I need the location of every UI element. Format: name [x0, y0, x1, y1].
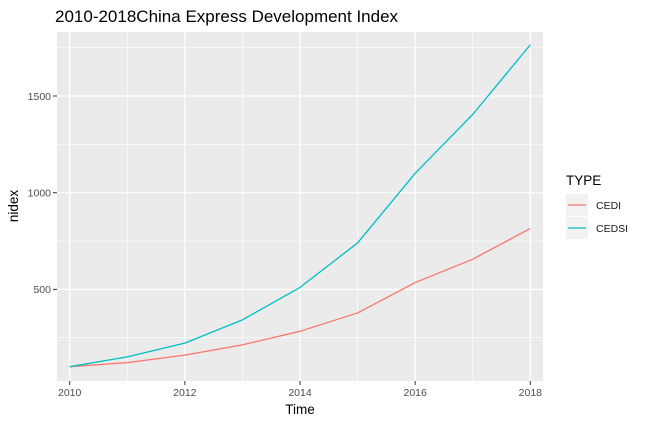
legend: TYPE CEDI CEDSI: [566, 173, 628, 239]
y-axis-title: nidex: [6, 190, 21, 223]
series-lines: [69, 44, 531, 368]
y-tick-label: 500: [33, 284, 51, 296]
series-line-cedi: [69, 227, 531, 368]
chart-title: 2010-2018China Express Development Index: [55, 7, 399, 26]
legend-title: TYPE: [566, 173, 601, 188]
x-axis-title: Time: [285, 402, 315, 417]
x-axis: 2010 2012 2014 2016 2018: [58, 381, 542, 399]
x-tick-label: 2012: [173, 387, 197, 399]
legend-label: CEDI: [596, 200, 621, 212]
legend-label: CEDSI: [596, 223, 628, 235]
x-tick-label: 2010: [58, 387, 82, 399]
y-tick-label: 1000: [28, 187, 52, 199]
series-line-cedsi: [69, 44, 531, 368]
x-tick-label: 2018: [519, 387, 543, 399]
x-tick-label: 2014: [288, 387, 312, 399]
x-tick-label: 2016: [403, 387, 427, 399]
y-axis: 500 1000 1500: [28, 91, 57, 296]
grid-major: [57, 32, 543, 381]
y-tick-label: 1500: [28, 91, 52, 103]
